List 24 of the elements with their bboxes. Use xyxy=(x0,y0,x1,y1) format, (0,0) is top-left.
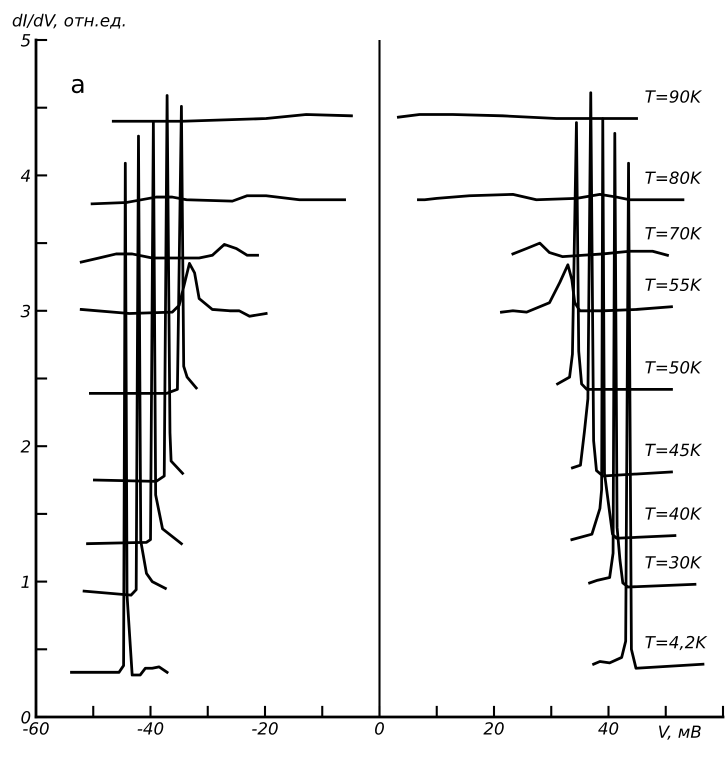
y-tick-label: 0 xyxy=(21,710,30,724)
series-label: T=55K xyxy=(645,278,702,292)
series-label: T=30K xyxy=(645,556,702,569)
series-label: T=50K xyxy=(645,360,702,374)
series-label: T=70K xyxy=(645,226,702,240)
series-label: T=80K xyxy=(645,171,702,184)
x-tick-label: 40 xyxy=(598,722,618,735)
x-axis-title: V, мВ xyxy=(658,726,701,740)
annotation: а xyxy=(72,78,84,94)
y-tick-label: 1 xyxy=(21,576,29,588)
series-label: T=45K xyxy=(645,444,702,456)
series-label: T=4,2K xyxy=(645,636,708,650)
x-tick-label: -60 xyxy=(23,722,49,735)
y-tick-label: 2 xyxy=(20,440,30,453)
y-tick-label: 5 xyxy=(20,34,30,47)
y-axis-title: dI/dV, отн.ед. xyxy=(12,14,125,29)
x-tick-label: -40 xyxy=(138,722,164,735)
y-tick-label: 3 xyxy=(20,304,30,318)
x-tick-label: -20 xyxy=(252,722,278,735)
x-tick-label: 20 xyxy=(483,722,504,735)
series-label: T=90K xyxy=(645,90,702,103)
series-label: T=40K xyxy=(645,507,702,520)
y-tick-label: 4 xyxy=(20,170,30,182)
x-tick-label: 0 xyxy=(375,722,384,735)
